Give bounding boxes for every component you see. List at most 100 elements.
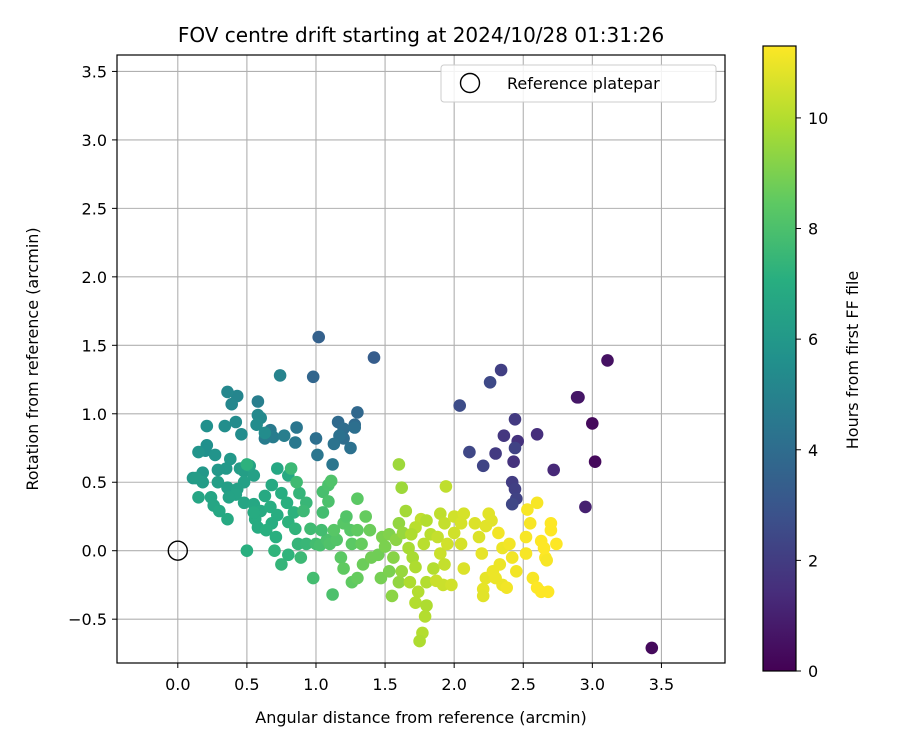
scatter-point <box>500 581 513 594</box>
scatter-point <box>326 588 339 601</box>
scatter-point <box>192 491 205 504</box>
scatter-point <box>315 523 328 537</box>
y-tick-label: 3.0 <box>82 131 107 150</box>
scatter-point <box>224 452 237 466</box>
y-tick-label: 2.0 <box>82 268 107 287</box>
scatter-point <box>601 354 614 367</box>
colorbar-tick-label: 6 <box>808 330 818 349</box>
scatter-point <box>275 486 288 500</box>
scatter-point <box>237 496 251 510</box>
scatter-point <box>221 512 234 526</box>
scatter-point <box>306 571 320 585</box>
scatter-point <box>247 469 261 482</box>
scatter-point <box>434 507 447 520</box>
scatter-point <box>457 562 471 575</box>
scatter-point <box>351 492 364 506</box>
scatter-point <box>382 565 396 578</box>
reference-platepar-marker <box>167 540 189 561</box>
scatter-point <box>645 641 659 655</box>
x-tick-label: 3.5 <box>649 675 674 694</box>
scatter-point <box>378 540 392 553</box>
scatter-point <box>200 419 214 433</box>
scatter-point <box>505 551 519 564</box>
colorbar: 0 2 4 6 8 10 Hours from first FF file <box>762 45 862 681</box>
scatter-point <box>508 441 522 455</box>
scatter-point <box>431 530 444 544</box>
y-tick-label: −0.5 <box>68 610 107 629</box>
scatter-point <box>447 526 461 540</box>
scatter-point <box>492 526 505 540</box>
grid-lines <box>117 55 725 663</box>
scatter-point <box>420 514 433 527</box>
scatter-point <box>192 445 205 459</box>
scatter-point <box>476 459 490 473</box>
scatter-point <box>297 504 310 518</box>
scatter-point <box>457 507 471 520</box>
scatter-point <box>356 558 370 571</box>
scatter-point <box>483 376 497 389</box>
scatter-point <box>497 429 511 443</box>
scatter-point <box>340 510 353 523</box>
scatter-point <box>493 558 507 571</box>
scatter-point <box>359 510 373 523</box>
scatter-point <box>439 480 453 493</box>
scatter-point <box>519 547 533 560</box>
y-tick-label: 1.0 <box>82 405 107 424</box>
scatter-point <box>282 548 295 562</box>
x-tick-label: 3.0 <box>580 675 605 694</box>
scatter-point <box>351 523 364 537</box>
y-tick-label: 1.5 <box>82 336 107 355</box>
y-axis-label: Rotation from reference (arcmin) <box>23 227 42 490</box>
legend-entry-label: Reference platepar <box>507 74 660 93</box>
scatter-point <box>441 537 454 551</box>
scatter-point <box>312 330 326 344</box>
scatter-point <box>211 475 225 489</box>
scatter-point <box>351 406 364 419</box>
scatter-point <box>409 560 422 574</box>
scatter-point <box>547 463 560 477</box>
colorbar-gradient <box>762 45 797 672</box>
scatter-point <box>409 596 422 609</box>
scatter-point <box>208 448 222 462</box>
scatter-point <box>309 432 323 445</box>
scatter-point <box>427 562 440 575</box>
scatter-point <box>251 395 265 408</box>
y-tick-label: 2.5 <box>82 199 107 218</box>
x-tick-label: 2.5 <box>511 675 536 694</box>
scatter-point <box>402 541 415 555</box>
scatter-point <box>259 523 273 537</box>
scatter-point <box>225 397 238 411</box>
x-axis-label: Angular distance from reference (arcmin) <box>255 708 586 727</box>
scatter-point <box>438 558 451 571</box>
legend-open-circle-icon <box>459 72 481 94</box>
scatter-point <box>316 506 330 519</box>
scatter-point <box>523 517 537 530</box>
colorbar-label: Hours from first FF file <box>843 271 862 450</box>
scatter-point <box>265 478 279 492</box>
scatter-point <box>395 481 409 495</box>
scatter-point <box>250 418 263 432</box>
scatter-point <box>445 578 458 592</box>
scatter-point <box>434 547 447 560</box>
scatter-point <box>420 575 433 589</box>
scatter-point <box>503 537 516 551</box>
data-points <box>186 330 659 655</box>
scatter-point <box>289 522 302 536</box>
scatter-point <box>240 544 254 557</box>
scatter-point <box>521 503 534 516</box>
scatter-point <box>258 426 272 440</box>
scatter-point <box>355 537 368 551</box>
scatter-point <box>586 417 599 430</box>
scatter-point <box>330 533 344 547</box>
scatter-point <box>324 474 338 488</box>
scatter-point <box>367 351 381 364</box>
scatter-point <box>337 562 350 575</box>
scatter-point <box>454 517 468 530</box>
scatter-point <box>413 634 426 648</box>
scatter-point <box>420 599 433 612</box>
scatter-point <box>438 517 451 530</box>
scatter-point <box>392 575 406 589</box>
scatter-point <box>540 554 553 567</box>
colorbar-tick-label: 4 <box>808 441 818 460</box>
